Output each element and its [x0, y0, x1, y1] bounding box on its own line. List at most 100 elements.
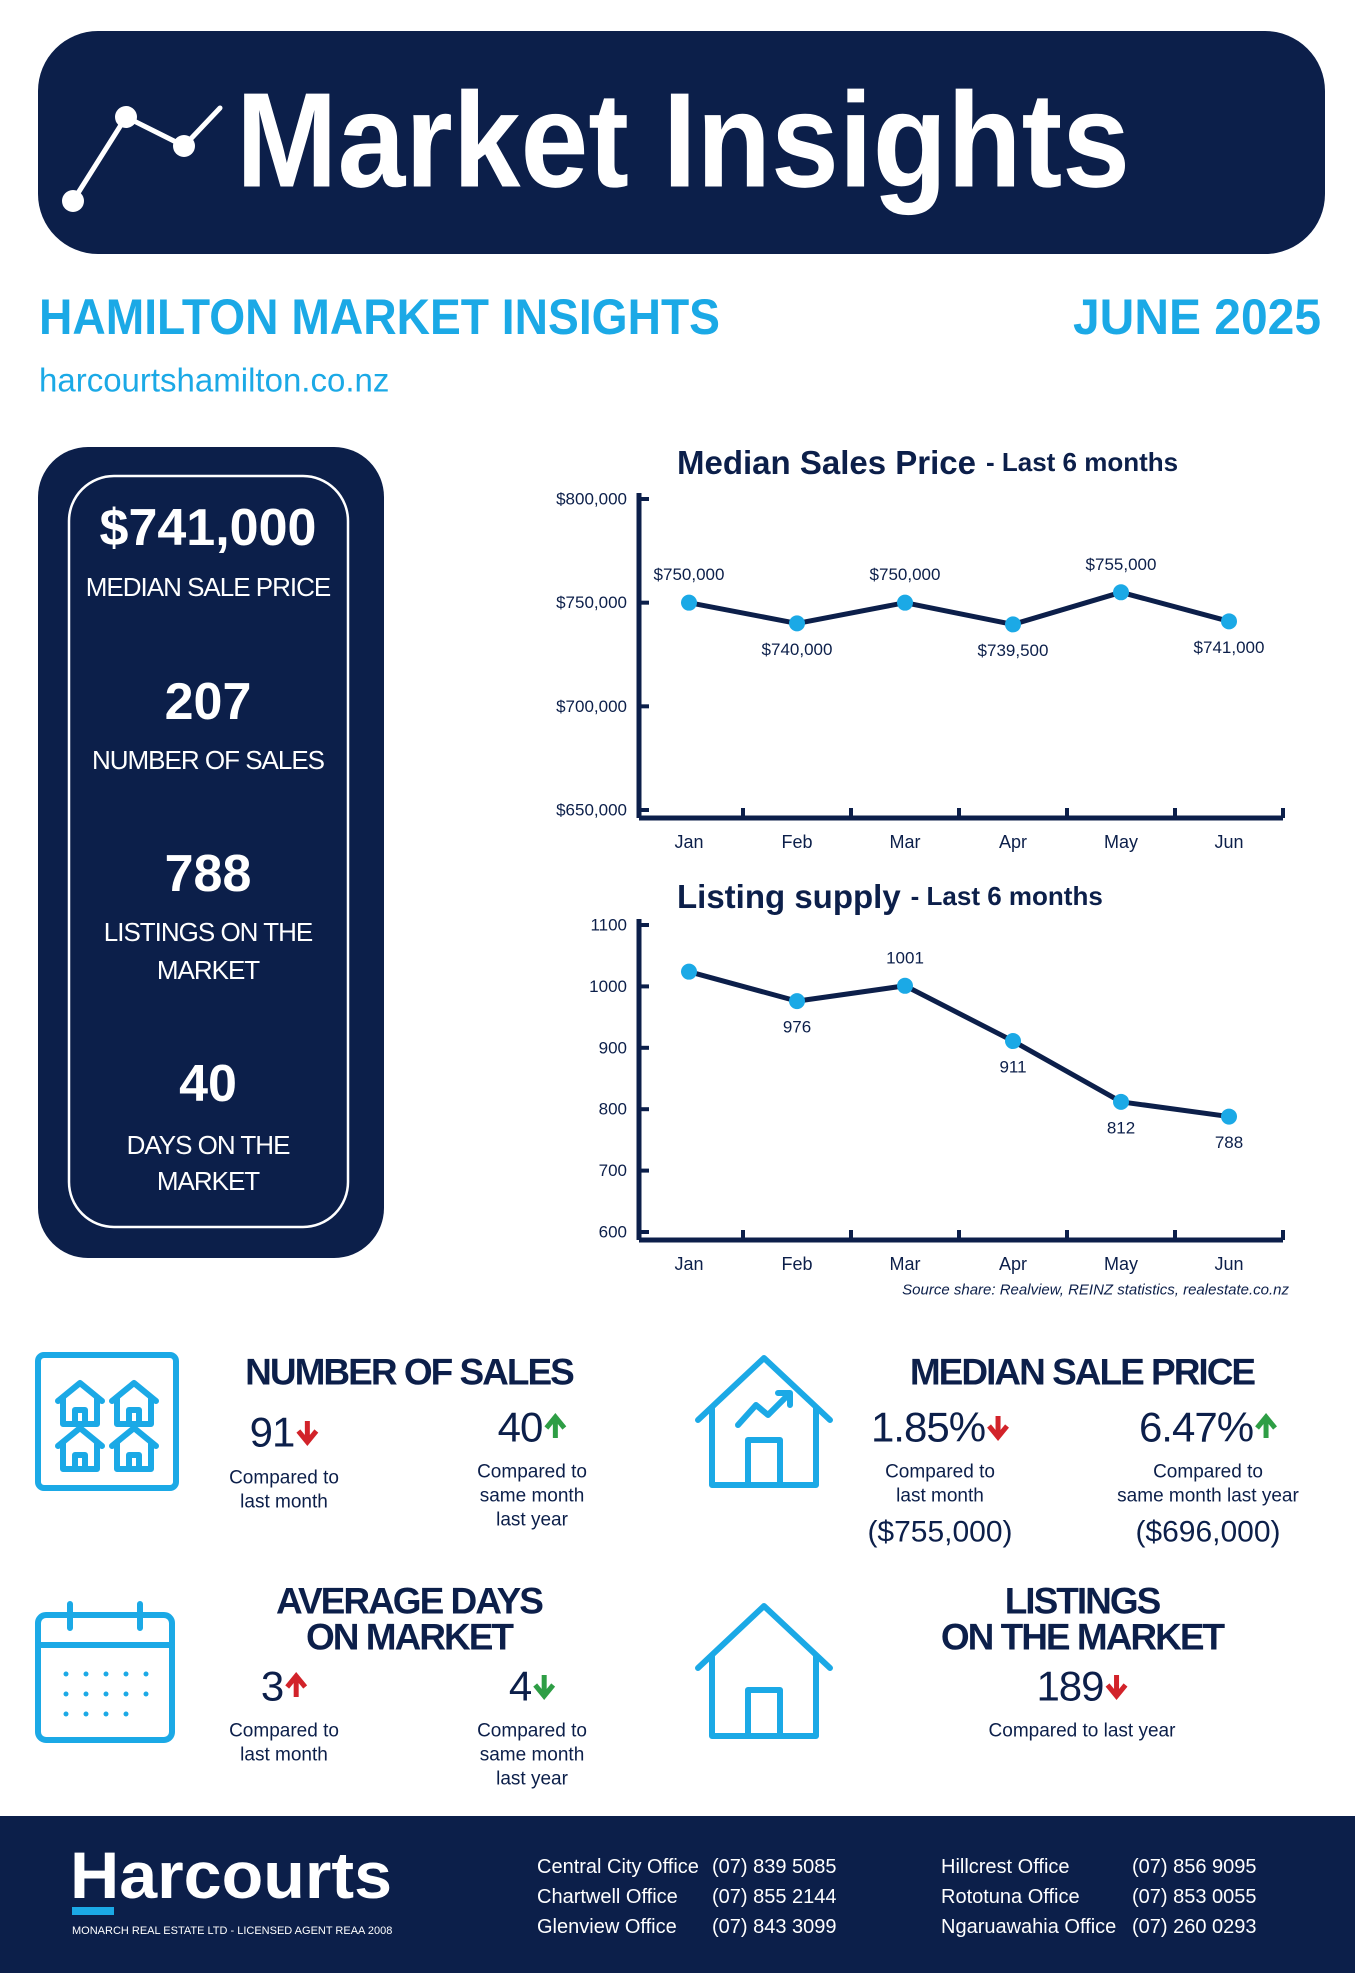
stat-note: last month: [240, 1745, 328, 1766]
data-point: [1221, 613, 1237, 630]
x-tick-label: Mar: [890, 1254, 921, 1274]
data-point: [1005, 1033, 1021, 1050]
summary-label: NUMBER OF SALES: [92, 745, 325, 775]
listing-icon: [695, 1603, 833, 1739]
x-tick-label: Jan: [674, 1254, 703, 1274]
stat-sub: ($755,000): [867, 1516, 1012, 1549]
stat-note: last year: [496, 1510, 568, 1531]
data-label: $741,000: [1194, 638, 1265, 657]
data-point: [1221, 1108, 1237, 1125]
data-point: [789, 993, 805, 1010]
x-tick-label: Mar: [890, 832, 921, 852]
page-title: Market Insights: [236, 65, 1130, 216]
stat-note: Compared to: [885, 1462, 995, 1483]
data-label: 788: [1215, 1133, 1243, 1152]
stat-note: same month last year: [1117, 1486, 1299, 1507]
office-name: Central City Office: [537, 1856, 699, 1878]
stat-title: AVERAGE DAYS: [276, 1581, 543, 1622]
office-name: Ngaruawahia Office: [941, 1916, 1116, 1938]
data-point: [681, 594, 697, 611]
x-tick-label: Jun: [1214, 1254, 1243, 1274]
data-point: [681, 963, 697, 980]
office-name: Chartwell Office: [537, 1886, 678, 1908]
stat-title: NUMBER OF SALES: [245, 1352, 574, 1393]
x-tick-label: Jan: [674, 832, 703, 852]
x-tick-label: Apr: [999, 1254, 1027, 1274]
header-icon: [62, 105, 223, 212]
brand: Harcourts: [70, 1838, 392, 1912]
y-tick-label: 600: [599, 1223, 627, 1242]
trend-arrow: [1255, 1413, 1277, 1438]
calendar-icon: [35, 1601, 175, 1743]
stat-title: ON THE MARKET: [941, 1617, 1226, 1658]
stat-sub: ($696,000): [1135, 1516, 1280, 1549]
data-point: [1005, 616, 1021, 633]
chart-subtitle: - Last 6 months: [911, 881, 1103, 911]
stat-note: Compared to: [229, 1721, 339, 1742]
data-line: [688, 589, 1230, 627]
sales-icon: [35, 1352, 179, 1491]
trend-arrow: [296, 1421, 319, 1446]
data-label: 976: [783, 1018, 811, 1037]
data-line: [688, 969, 1230, 1120]
stat-note: Compared to: [477, 1721, 587, 1742]
trend-arrow: [285, 1672, 308, 1697]
office-name: Glenview Office: [537, 1916, 677, 1938]
stat-value: 6.47%: [1139, 1404, 1253, 1451]
office-phone: (07) 853 0055: [1132, 1886, 1257, 1908]
data-label: $739,500: [978, 641, 1049, 660]
trend-arrow: [1105, 1675, 1128, 1700]
trend-arrow: [987, 1416, 1009, 1441]
office-phone: (07) 855 2144: [712, 1886, 837, 1908]
stat-note: same month: [480, 1486, 585, 1507]
x-tick-label: May: [1104, 1254, 1138, 1274]
summary-label: LISTINGS ON THE: [104, 917, 313, 947]
x-tick-label: Jun: [1214, 832, 1243, 852]
stat-note: Compared to: [1153, 1462, 1263, 1483]
stat-note: Compared to: [477, 1462, 587, 1483]
office-phone: (07) 260 0293: [1132, 1916, 1257, 1938]
x-tick-label: Apr: [999, 832, 1027, 852]
data-label: $740,000: [762, 640, 833, 659]
price-icon: [695, 1355, 833, 1488]
date: JUNE 2025: [1073, 289, 1321, 345]
stat-title: ON MARKET: [306, 1617, 514, 1658]
website: harcourtshamilton.co.nz: [39, 362, 389, 399]
summary-label: DAYS ON THE: [127, 1130, 291, 1160]
stat-value: 1.85%: [871, 1404, 985, 1451]
office-phone: (07) 856 9095: [1132, 1856, 1257, 1878]
y-tick-label: 700: [599, 1161, 627, 1180]
summary-frame: [67, 474, 350, 1229]
summary-label: MARKET: [157, 1166, 260, 1196]
office-phone: (07) 839 5085: [712, 1856, 837, 1878]
y-tick-label: 1100: [590, 916, 627, 935]
summary-value: $741,000: [100, 499, 317, 557]
footer: [0, 1816, 1355, 1973]
data-point: [789, 615, 805, 632]
trend-arrow: [544, 1413, 567, 1438]
data-point: [1113, 584, 1129, 601]
stat-title: MEDIAN SALE PRICE: [910, 1352, 1256, 1393]
data-point: [1113, 1093, 1129, 1110]
stat-value: 4: [509, 1663, 532, 1710]
subtitle: HAMILTON MARKET INSIGHTS: [39, 289, 720, 345]
data-label: $750,000: [654, 565, 725, 584]
data-point: [897, 977, 913, 994]
x-tick-label: Feb: [781, 1254, 812, 1274]
stat-note: Compared to last year: [989, 1721, 1177, 1742]
stat-value: 189: [1036, 1663, 1103, 1710]
summary-value: 788: [165, 845, 252, 903]
chart-title-main: Median Sales Price: [677, 444, 976, 481]
y-tick-label: $750,000: [556, 593, 627, 612]
stat-value: 91: [250, 1409, 295, 1456]
stat-note: last month: [240, 1492, 328, 1513]
stat-value: 3: [261, 1663, 283, 1710]
summary-label: MARKET: [157, 955, 260, 985]
y-tick-label: 800: [599, 1100, 627, 1119]
brand-bar: [72, 1907, 114, 1915]
y-tick-label: 1000: [589, 977, 627, 996]
x-tick-label: Feb: [781, 832, 812, 852]
header-banner: [38, 31, 1325, 254]
chart-subtitle: - Last 6 months: [986, 447, 1178, 477]
